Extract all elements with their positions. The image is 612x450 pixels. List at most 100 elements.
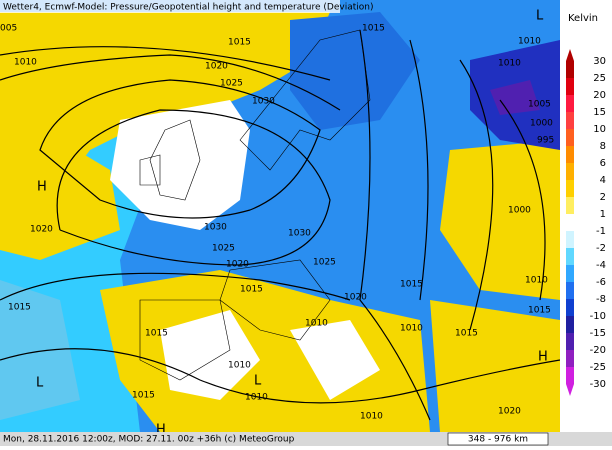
legend-arrow xyxy=(566,384,574,396)
legend-label: 8 xyxy=(600,141,606,152)
footer-text: Mon, 28.11.2016 12:00z, MOD: 27.11. 00z … xyxy=(3,435,295,445)
isobar-label: 005 xyxy=(0,24,17,34)
legend-label: 10 xyxy=(593,124,606,135)
isobar-label: 1015 xyxy=(228,38,251,48)
low-center: L xyxy=(536,9,544,24)
legend-arrow xyxy=(566,49,574,61)
legend-label: 2 xyxy=(600,192,606,203)
isobar-label: 1015 xyxy=(455,329,478,339)
legend-label: -10 xyxy=(590,311,606,322)
coastlines xyxy=(139,29,371,381)
legend-label: -1 xyxy=(596,226,606,237)
isobar-label: 1010 xyxy=(245,393,268,403)
isobar-label: 1030 xyxy=(204,223,227,233)
legend-label: -6 xyxy=(596,277,606,288)
legend-label: 15 xyxy=(593,107,606,118)
isobar-label: 1015 xyxy=(145,329,168,339)
neutral-anomaly xyxy=(110,100,250,230)
legend-label: -20 xyxy=(590,345,606,356)
legend-label: -2 xyxy=(596,243,606,254)
legend-swatch xyxy=(566,214,574,231)
isobar-labels: 005 1010 1015 1020 1025 1030 1015 1010 1… xyxy=(0,24,554,422)
isobar-label: 1010 xyxy=(498,59,521,69)
isobars xyxy=(0,29,561,421)
legend-swatch xyxy=(566,112,574,129)
legend-label: 4 xyxy=(600,175,606,186)
isobar-label: 1030 xyxy=(252,97,275,107)
legend-swatch xyxy=(566,95,574,112)
isobar-label: 1010 xyxy=(360,412,383,422)
high-center: H xyxy=(538,350,548,365)
warm-anomaly xyxy=(0,12,330,250)
legend-label: -30 xyxy=(590,379,606,390)
cool-anomaly xyxy=(0,280,80,420)
neutral-anomaly xyxy=(290,320,380,400)
high-center: H xyxy=(37,180,47,195)
legend-swatch xyxy=(566,367,574,384)
isobar-label: 1000 xyxy=(530,119,553,129)
isobar-label: 1020 xyxy=(498,407,521,417)
isobar-label: 1025 xyxy=(220,79,243,89)
cold-anomaly xyxy=(490,80,540,115)
isobar-label: 1005 xyxy=(528,100,551,110)
warm-anomaly xyxy=(0,140,120,260)
title-bar xyxy=(0,0,340,13)
cold-anomaly xyxy=(290,12,420,130)
legend-swatch xyxy=(566,248,574,265)
isobar-label: 1010 xyxy=(518,37,541,47)
low-center: L xyxy=(36,376,44,391)
isobar-label: 1020 xyxy=(344,293,367,303)
legend-swatch xyxy=(566,350,574,367)
legend-swatch xyxy=(566,146,574,163)
legend-swatch xyxy=(566,78,574,95)
high-center: H xyxy=(156,423,166,438)
isobar-label: 1030 xyxy=(288,229,311,239)
legend-swatch xyxy=(566,129,574,146)
legend-label: -8 xyxy=(596,294,606,305)
legend-swatch xyxy=(566,180,574,197)
isobar-label: 1020 xyxy=(226,260,249,270)
isobar-label: 995 xyxy=(537,136,554,146)
legend-swatch xyxy=(566,333,574,350)
isobar-label: 1010 xyxy=(305,319,328,329)
warm-anomaly xyxy=(430,300,560,432)
legend-swatch xyxy=(566,265,574,282)
legend-swatch xyxy=(566,282,574,299)
isobar-label: 1020 xyxy=(30,225,53,235)
isobar-label: 1010 xyxy=(228,361,251,371)
isobar-label: 1015 xyxy=(240,285,263,295)
isobar-label: 1020 xyxy=(205,62,228,72)
legend-swatch xyxy=(566,197,574,214)
isobar-label: 1000 xyxy=(508,206,531,216)
isobar-label: 1015 xyxy=(528,306,551,316)
legend-label: 25 xyxy=(593,73,606,84)
low-center: L xyxy=(254,374,262,389)
legend-swatch xyxy=(566,231,574,248)
legend-label: 20 xyxy=(593,90,606,101)
isobar-label: 1015 xyxy=(362,24,385,34)
legend-swatch xyxy=(566,316,574,333)
pressure-centers: H L H L L H xyxy=(36,9,548,438)
isobar-label: 1025 xyxy=(313,258,336,268)
map-area: 005 1010 1015 1020 1025 1030 1015 1010 1… xyxy=(0,0,561,438)
isobar-label: 1010 xyxy=(400,324,423,334)
isobar-label: 1010 xyxy=(525,276,548,286)
legend-label: -15 xyxy=(590,328,606,339)
legend-label: 1 xyxy=(600,209,606,220)
scale-text: 348 - 976 km xyxy=(468,435,528,445)
legend-swatch xyxy=(566,299,574,316)
warm-anomaly xyxy=(440,140,560,300)
legend-unit: Kelvin xyxy=(568,13,598,24)
legend: 30 25 20 15 10 8 6 4 2 1 -1 -2 -4 -6 -8 -10 -15 -20 -25 -30 xyxy=(566,49,606,396)
legend-swatch xyxy=(566,163,574,180)
legend-swatch xyxy=(566,61,574,78)
legend-label: -4 xyxy=(596,260,606,271)
legend-label: 6 xyxy=(600,158,606,169)
legend-label: -25 xyxy=(590,362,606,373)
legend-label: 30 xyxy=(593,56,606,67)
neutral-anomaly xyxy=(160,310,260,400)
isobar-label: 1015 xyxy=(400,280,423,290)
isobar-label: 1025 xyxy=(212,244,235,254)
isobar-label: 1015 xyxy=(8,303,31,313)
